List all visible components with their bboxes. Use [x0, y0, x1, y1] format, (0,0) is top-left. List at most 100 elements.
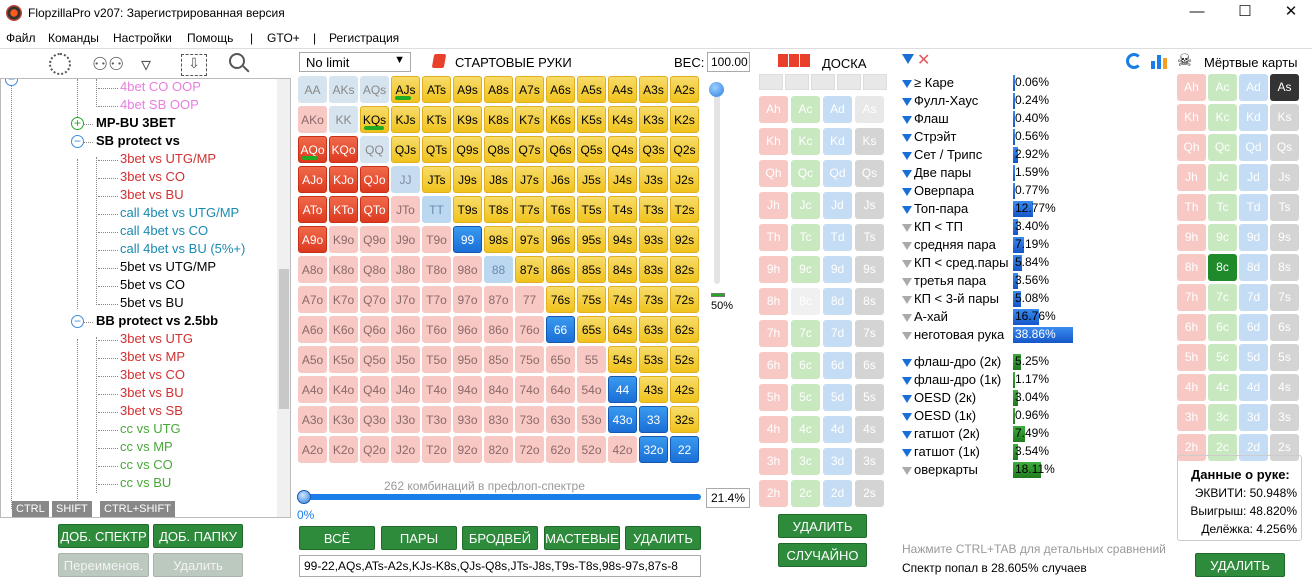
- dead-card[interactable]: Kh: [1177, 104, 1206, 131]
- board-slot-5[interactable]: [863, 74, 887, 90]
- hand-cell[interactable]: TT: [422, 196, 451, 223]
- hand-cell[interactable]: K4o: [329, 376, 358, 403]
- dead-card[interactable]: Ad: [1239, 74, 1268, 101]
- filter-icon[interactable]: [902, 295, 912, 304]
- minimize-button[interactable]: —: [1189, 3, 1205, 20]
- hand-cell[interactable]: J7o: [391, 286, 420, 313]
- hand-cell[interactable]: A2s: [670, 76, 699, 103]
- hand-cell[interactable]: Q9s: [453, 136, 482, 163]
- hand-cell[interactable]: 65o: [546, 346, 575, 373]
- board-card[interactable]: Qd: [823, 160, 852, 187]
- tree-node[interactable]: 5bet vs UTG/MP: [120, 259, 217, 274]
- hand-cell[interactable]: 43s: [639, 376, 668, 403]
- stat-label[interactable]: OESD (1к): [902, 407, 976, 424]
- tree-scrollbar[interactable]: [277, 79, 290, 517]
- board-card[interactable]: 7d: [823, 320, 852, 347]
- hand-cell[interactable]: 52o: [577, 436, 606, 463]
- board-card[interactable]: 7c: [791, 320, 820, 347]
- hand-cell[interactable]: 94o: [453, 376, 482, 403]
- hand-cell[interactable]: KTs: [422, 106, 451, 133]
- dead-card[interactable]: Td: [1239, 194, 1268, 221]
- hand-cell[interactable]: 65s: [577, 316, 606, 343]
- filter-icon[interactable]: [902, 259, 912, 268]
- hand-cell[interactable]: J5o: [391, 346, 420, 373]
- hand-cell[interactable]: 86s: [546, 256, 575, 283]
- board-card[interactable]: Jh: [759, 192, 788, 219]
- filter-icon[interactable]: [902, 412, 912, 421]
- dead-card[interactable]: 6h: [1177, 314, 1206, 341]
- hand-cell[interactable]: 62o: [546, 436, 575, 463]
- hand-cell[interactable]: 92o: [453, 436, 482, 463]
- filter-add-icon[interactable]: ▿: [141, 54, 152, 76]
- hand-cell[interactable]: QJo: [360, 166, 389, 193]
- expand-icon[interactable]: +: [71, 117, 84, 130]
- close-button[interactable]: ✕: [1284, 3, 1298, 20]
- tree-node[interactable]: 3bet vs SB: [120, 403, 183, 418]
- board-card[interactable]: 2d: [823, 480, 852, 507]
- tree-node[interactable]: cc vs MP: [120, 439, 173, 454]
- hand-cell[interactable]: 62s: [670, 316, 699, 343]
- hand-cell[interactable]: K8s: [484, 106, 513, 133]
- hand-cell[interactable]: J9o: [391, 226, 420, 253]
- hand-cell[interactable]: J3s: [639, 166, 668, 193]
- board-slot-2[interactable]: [785, 74, 809, 90]
- dead-card[interactable]: 6c: [1208, 314, 1237, 341]
- hand-cell[interactable]: 96s: [546, 226, 575, 253]
- hand-cell[interactable]: 74s: [608, 286, 637, 313]
- board-card[interactable]: Kd: [823, 128, 852, 155]
- filter-icon[interactable]: [902, 277, 912, 286]
- hand-cell[interactable]: K7o: [329, 286, 358, 313]
- stat-label[interactable]: Оверпара: [902, 182, 974, 199]
- dead-card[interactable]: Qh: [1177, 134, 1206, 161]
- dead-card[interactable]: 8c: [1208, 254, 1237, 281]
- filter-icon[interactable]: [902, 448, 912, 457]
- board-card[interactable]: 3d: [823, 448, 852, 475]
- hand-cell[interactable]: AKs: [329, 76, 358, 103]
- percent-slider-track[interactable]: [299, 494, 701, 500]
- hand-cell[interactable]: Q2s: [670, 136, 699, 163]
- filter-icon[interactable]: [902, 169, 912, 178]
- filter-icon[interactable]: [902, 394, 912, 403]
- filter-icon[interactable]: [902, 205, 912, 214]
- hand-cell[interactable]: T6s: [546, 196, 575, 223]
- dead-card[interactable]: Qd: [1239, 134, 1268, 161]
- hand-cell[interactable]: 76o: [515, 316, 544, 343]
- suited-button[interactable]: МАСТЕВЫЕ: [544, 526, 620, 550]
- stat-label[interactable]: Фулл-Хаус: [902, 92, 978, 109]
- hand-cell[interactable]: 82s: [670, 256, 699, 283]
- dead-card[interactable]: Jh: [1177, 164, 1206, 191]
- hand-cell[interactable]: T3o: [422, 406, 451, 433]
- stat-label[interactable]: Две пары: [902, 164, 971, 181]
- board-card[interactable]: 2c: [791, 480, 820, 507]
- collapse-icon[interactable]: −: [71, 135, 84, 148]
- hand-cell[interactable]: 63s: [639, 316, 668, 343]
- hand-cell[interactable]: A6s: [546, 76, 575, 103]
- hand-cell[interactable]: 98s: [484, 226, 513, 253]
- dead-card[interactable]: 2d: [1239, 434, 1268, 461]
- hand-cell[interactable]: 82o: [484, 436, 513, 463]
- hand-cell[interactable]: 83s: [639, 256, 668, 283]
- dead-card[interactable]: 3d: [1239, 404, 1268, 431]
- dead-card[interactable]: 2s: [1270, 434, 1299, 461]
- board-card[interactable]: Jd: [823, 192, 852, 219]
- board-card[interactable]: Qc: [791, 160, 820, 187]
- hand-cell[interactable]: A3o: [298, 406, 327, 433]
- hand-cell[interactable]: 43o: [608, 406, 637, 433]
- hand-cell[interactable]: J7s: [515, 166, 544, 193]
- hand-cell[interactable]: Q5s: [577, 136, 606, 163]
- hand-cell[interactable]: 87o: [484, 286, 513, 313]
- hand-cell[interactable]: K6o: [329, 316, 358, 343]
- hand-cell[interactable]: KK: [329, 106, 358, 133]
- hand-cell[interactable]: 53o: [577, 406, 606, 433]
- dead-card[interactable]: Th: [1177, 194, 1206, 221]
- menu-settings[interactable]: Настройки: [113, 31, 172, 45]
- hand-cell[interactable]: A4s: [608, 76, 637, 103]
- delete-button[interactable]: Удалить: [153, 553, 243, 577]
- hand-cell[interactable]: T2o: [422, 436, 451, 463]
- hand-cell[interactable]: 93o: [453, 406, 482, 433]
- hand-cell[interactable]: Q6s: [546, 136, 575, 163]
- dead-card[interactable]: 9h: [1177, 224, 1206, 251]
- hand-cell[interactable]: AA: [298, 76, 327, 103]
- hand-cell[interactable]: K4s: [608, 106, 637, 133]
- hand-cell[interactable]: KJs: [391, 106, 420, 133]
